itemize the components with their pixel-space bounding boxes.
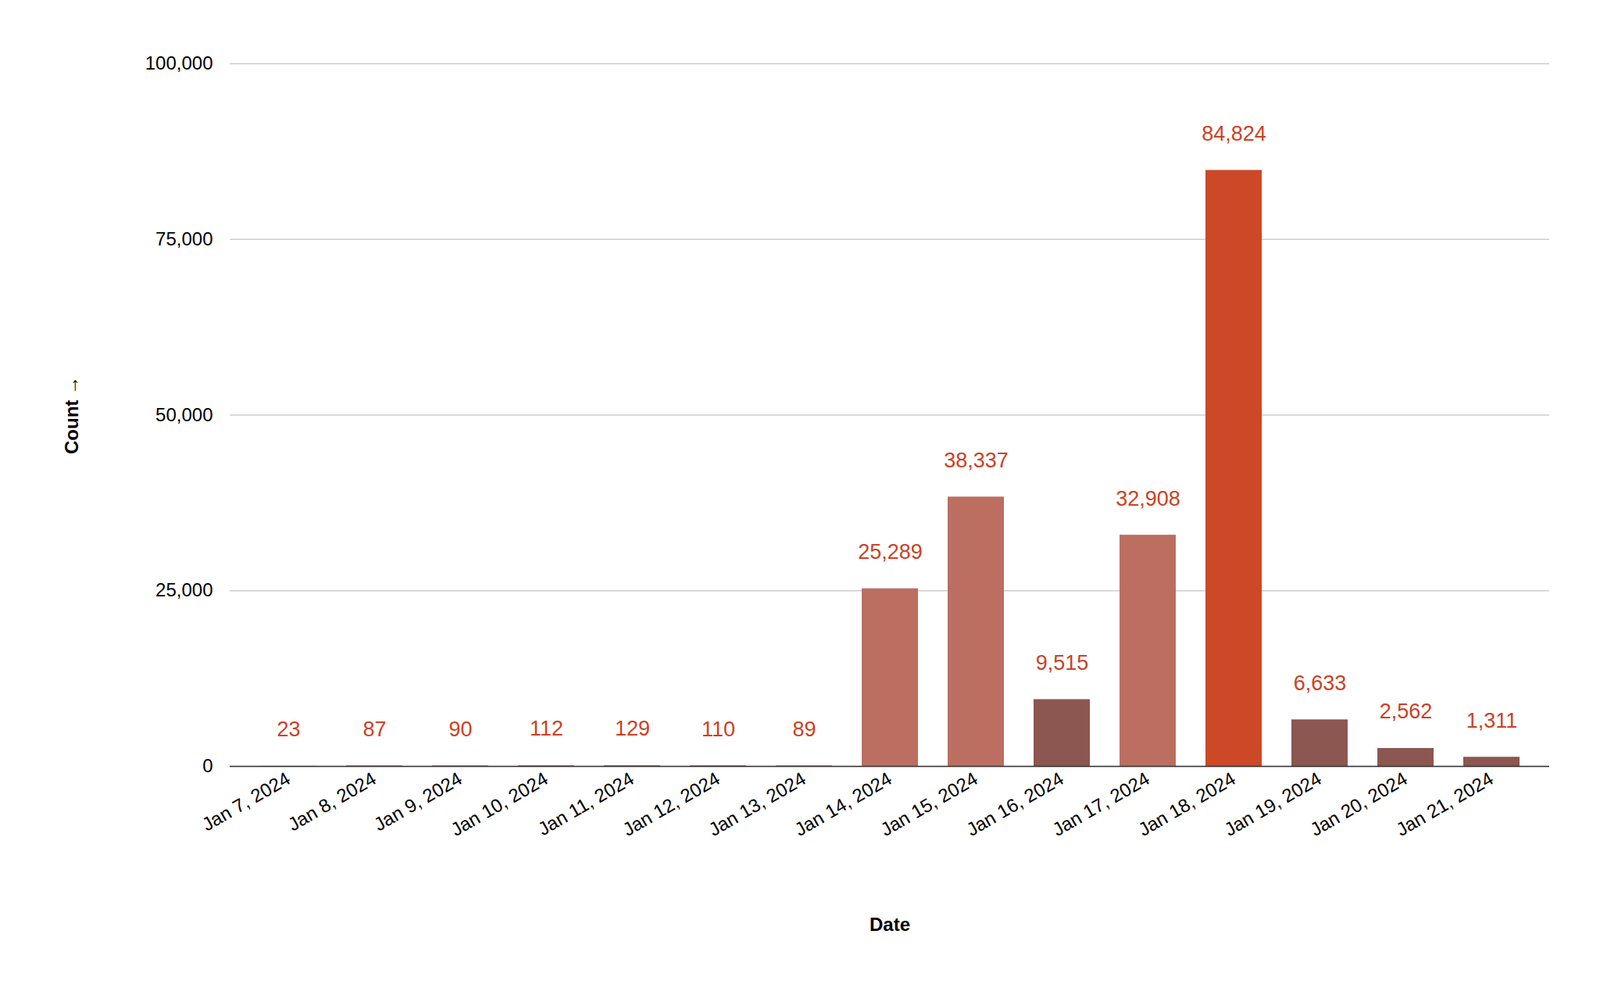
svg-text:110: 110 <box>701 717 736 741</box>
svg-text:1,311: 1,311 <box>1466 708 1518 733</box>
svg-text:84,824: 84,824 <box>1201 121 1267 146</box>
svg-text:Jan 11, 2024: Jan 11, 2024 <box>534 767 638 840</box>
svg-text:9,515: 9,515 <box>1035 650 1090 675</box>
svg-text:Jan 7, 2024: Jan 7, 2024 <box>198 767 294 835</box>
svg-text:Jan 15, 2024: Jan 15, 2024 <box>876 767 982 840</box>
svg-text:6,633: 6,633 <box>1293 671 1347 695</box>
svg-text:Jan 8, 2024: Jan 8, 2024 <box>284 767 380 835</box>
svg-text:Jan 16, 2024: Jan 16, 2024 <box>962 767 1068 840</box>
svg-text:87: 87 <box>362 717 386 741</box>
svg-text:Jan 17, 2024: Jan 17, 2024 <box>1048 767 1154 840</box>
svg-text:23: 23 <box>276 717 300 741</box>
svg-text:Jan 13, 2024: Jan 13, 2024 <box>704 767 810 840</box>
svg-text:50,000: 50,000 <box>155 403 213 425</box>
svg-text:129: 129 <box>614 716 650 740</box>
svg-text:Jan 10, 2024: Jan 10, 2024 <box>446 767 552 840</box>
svg-text:2,562: 2,562 <box>1379 699 1433 723</box>
svg-text:Jan 9, 2024: Jan 9, 2024 <box>370 767 466 835</box>
svg-text:100,000: 100,000 <box>145 52 214 74</box>
svg-text:Date: Date <box>869 913 911 935</box>
svg-text:89: 89 <box>792 717 816 741</box>
svg-text:90: 90 <box>448 717 472 741</box>
svg-text:25,289: 25,289 <box>857 539 923 564</box>
svg-text:0: 0 <box>202 754 213 776</box>
svg-text:112: 112 <box>529 716 564 740</box>
svg-text:Count →: Count → <box>60 375 83 454</box>
svg-text:Jan 20, 2024: Jan 20, 2024 <box>1306 767 1411 840</box>
svg-text:Jan 21, 2024: Jan 21, 2024 <box>1392 767 1497 840</box>
svg-text:Jan 19, 2024: Jan 19, 2024 <box>1220 767 1325 840</box>
svg-text:38,337: 38,337 <box>943 448 1009 472</box>
svg-text:Jan 18, 2024: Jan 18, 2024 <box>1134 767 1240 840</box>
svg-text:75,000: 75,000 <box>155 228 213 250</box>
svg-text:Jan 12, 2024: Jan 12, 2024 <box>618 767 724 840</box>
svg-text:Jan 14, 2024: Jan 14, 2024 <box>790 767 896 840</box>
svg-text:25,000: 25,000 <box>155 578 213 600</box>
svg-text:32,908: 32,908 <box>1115 486 1181 511</box>
